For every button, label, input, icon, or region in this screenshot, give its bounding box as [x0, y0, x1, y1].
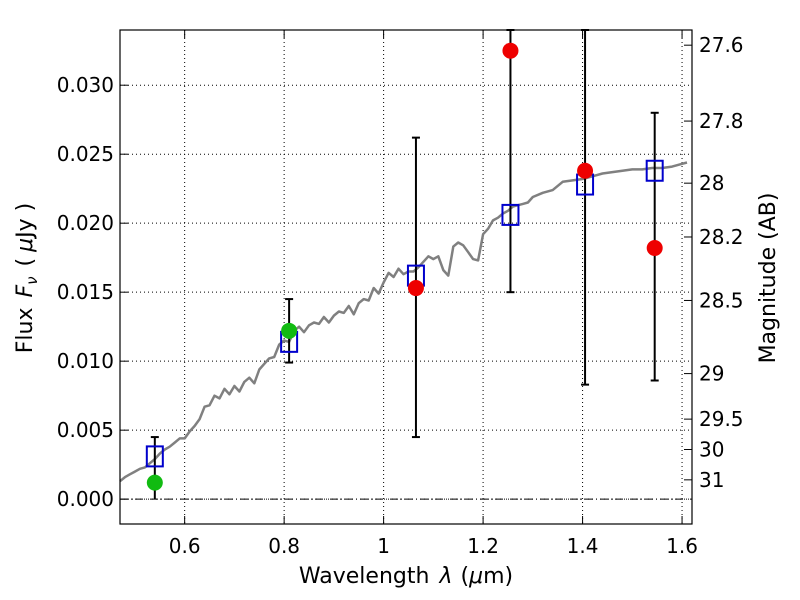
y-axis-label: Flux Fν ( μJy ): [13, 203, 41, 353]
y-tick-label: 0.015: [57, 280, 114, 304]
y2-tick-label: 28: [699, 171, 724, 195]
y2-tick-label: 30: [699, 437, 724, 461]
y2-tick-label: 29: [699, 362, 724, 386]
model-photometry-square-0: [145, 445, 164, 468]
x-tick-label: 1.4: [567, 534, 599, 558]
y-axis-label-symbol: F: [13, 285, 38, 298]
y2-tick-labels: 27.6 27.8 28 28.2 28.5 29 29.5 30 31: [699, 33, 744, 492]
y-axis-label-unit-mu: μ: [13, 238, 38, 253]
y-tick-label: 0.025: [57, 142, 114, 166]
model-spectrum-line: [119, 161, 688, 483]
nondetected-point-0: [407, 280, 424, 297]
y-axis-label-unit-rest: Jy ): [13, 203, 38, 240]
y-axis-label-unit-open: (: [13, 258, 38, 267]
x-tick-labels: 0.6 0.8 1 1.2 1.4 1.6: [169, 534, 698, 558]
x-tick-label: 0.8: [268, 534, 300, 558]
y-axis-label-prefix: Flux: [13, 308, 38, 354]
x-axis-label-unit-mu: μ: [468, 564, 483, 589]
x-axis-label-unit-open: (: [460, 564, 469, 589]
nondetected-point-2: [577, 162, 594, 179]
nondetected-point-1: [502, 42, 519, 59]
y-axis-label-subscript: ν: [23, 276, 41, 284]
detected-point-0: [146, 474, 163, 491]
y2-tick-label: 29.5: [699, 407, 744, 431]
y-tick-label: 0.030: [57, 73, 114, 97]
x-axis-label-symbol: λ: [438, 564, 452, 589]
y-tick-label: 0.020: [57, 211, 114, 235]
y-tick-labels: 0.000 0.005 0.010 0.015 0.020 0.025 0.030: [57, 73, 114, 511]
model-photometry-square-5: [645, 159, 664, 182]
detected-point-1: [281, 322, 298, 339]
error-bars-layer: [150, 29, 659, 500]
x-tick-label: 1.2: [467, 534, 499, 558]
grid-lines: [120, 30, 692, 524]
y2-axis-label: Magnitude (AB): [756, 193, 781, 364]
y2-tick-label: 27.6: [699, 33, 744, 57]
y2-tick-label: 27.8: [699, 109, 744, 133]
y-tick-label: 0.000: [57, 487, 114, 511]
y2-tick-label: 28.5: [699, 288, 744, 312]
x-tick-label: 1.6: [666, 534, 698, 558]
y2-tick-label: 28.2: [699, 225, 744, 249]
y-tick-label: 0.010: [57, 349, 114, 373]
x-axis-label-prefix: Wavelength: [299, 564, 430, 589]
tick-marks: [120, 30, 692, 524]
y-tick-label: 0.005: [57, 418, 114, 442]
x-axis-label-unit-rest: m): [483, 564, 513, 589]
model-spectrum-layer: [119, 161, 688, 483]
x-axis-label: Wavelength λ (μm): [299, 564, 513, 589]
observed-points-layer: [146, 42, 663, 491]
x-tick-label: 0.6: [169, 534, 201, 558]
y2-tick-label: 31: [699, 468, 724, 492]
x-tick-label: 1: [377, 534, 390, 558]
plot-frame: [119, 29, 693, 525]
nondetected-point-3: [646, 240, 663, 257]
model-photometry-square-3: [501, 203, 520, 226]
plot-frame-border: [119, 29, 693, 525]
